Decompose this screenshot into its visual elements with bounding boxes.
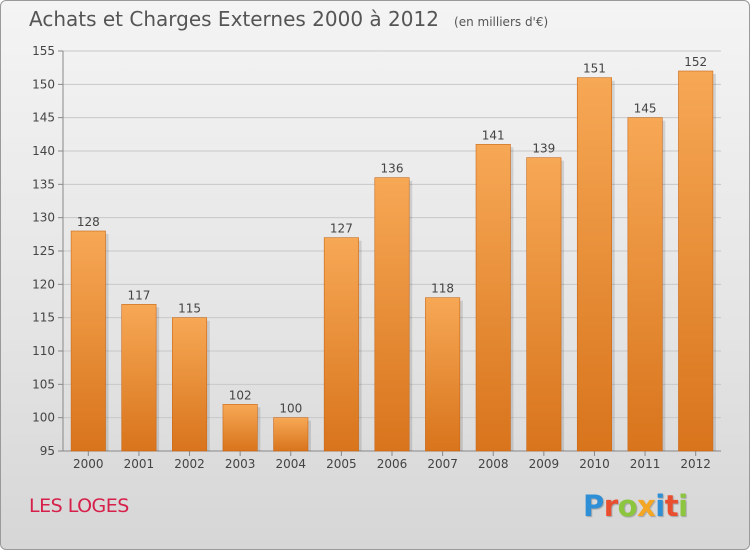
y-tick-label: 130: [32, 211, 55, 225]
x-tick-label: 2002: [174, 457, 205, 471]
town-name: LES LOGES: [29, 495, 129, 517]
bar-2007: [425, 297, 461, 452]
data-labels: 128 117 115 102 100 127 136 118 141 139 151 145 152: [77, 55, 707, 416]
bar-2000: [70, 230, 106, 452]
y-tick-label: 145: [32, 111, 55, 125]
data-label: 102: [229, 388, 252, 402]
logo-letter: x: [637, 489, 656, 523]
x-tick-label: 2011: [630, 457, 661, 471]
x-tick-label: 2005: [326, 457, 357, 471]
y-tick-label: 135: [32, 177, 55, 191]
data-label: 128: [77, 215, 100, 229]
bar-2005: [323, 237, 359, 452]
x-tick-label: 2010: [579, 457, 610, 471]
data-label: 118: [431, 282, 454, 296]
data-label: 151: [583, 62, 606, 76]
bar-2012: [678, 70, 714, 452]
x-tick-label: 2012: [680, 457, 711, 471]
bar-2001: [121, 304, 157, 452]
x-tick-label: 2009: [529, 457, 560, 471]
bar-2009: [526, 157, 562, 452]
y-tick-label: 120: [32, 277, 55, 291]
data-label: 127: [330, 222, 353, 236]
x-tick-label: 2007: [427, 457, 458, 471]
title-row: Achats et Charges Externes 2000 à 2012 (…: [29, 7, 548, 31]
x-tick-label: 2008: [478, 457, 509, 471]
axes: 95 100 105 110 115 120 125 130 135 140 145 150 155 20…: [32, 44, 721, 471]
data-label: 100: [279, 402, 302, 416]
x-tick-label: 2003: [225, 457, 256, 471]
chart-subtitle: (en milliers d'€): [454, 15, 549, 29]
y-tick-label: 140: [32, 144, 55, 158]
logo-letter: i: [655, 489, 665, 523]
data-label: 145: [634, 102, 657, 116]
y-tick-label: 150: [32, 77, 55, 91]
data-label: 115: [178, 302, 201, 316]
y-tick-label: 105: [32, 377, 55, 391]
logo-letter: r: [603, 489, 618, 523]
proxiti-logo: Proxiti: [583, 489, 688, 523]
bar-2002: [172, 317, 208, 452]
x-tick-label: 2000: [73, 457, 104, 471]
x-tick-label: 2006: [377, 457, 408, 471]
bar-2010: [576, 77, 612, 452]
data-label: 152: [684, 55, 707, 69]
y-tick-label: 115: [32, 311, 55, 325]
bar-2006: [374, 177, 410, 452]
bar-2003: [222, 404, 258, 452]
y-tick-label: 95: [40, 444, 55, 458]
bar-2011: [627, 117, 663, 452]
logo-letter: t: [664, 489, 679, 523]
x-tick-label: 2004: [275, 457, 306, 471]
y-tick-label: 125: [32, 244, 55, 258]
data-label: 136: [381, 162, 404, 176]
data-label: 139: [532, 142, 555, 156]
logo-letter: i: [678, 489, 688, 523]
bars: [70, 70, 716, 452]
data-label: 117: [127, 288, 150, 302]
bar-2008: [475, 144, 511, 452]
y-tick-label: 155: [32, 44, 55, 58]
chart-title: Achats et Charges Externes 2000 à 2012: [29, 7, 439, 31]
logo-letter: o: [617, 489, 638, 523]
x-tick-label: 2001: [124, 457, 155, 471]
y-tick-label: 100: [32, 411, 55, 425]
logo-letter: P: [583, 489, 604, 523]
bar-2004: [273, 417, 309, 452]
y-tick-label: 110: [32, 344, 55, 358]
data-label: 141: [482, 128, 505, 142]
